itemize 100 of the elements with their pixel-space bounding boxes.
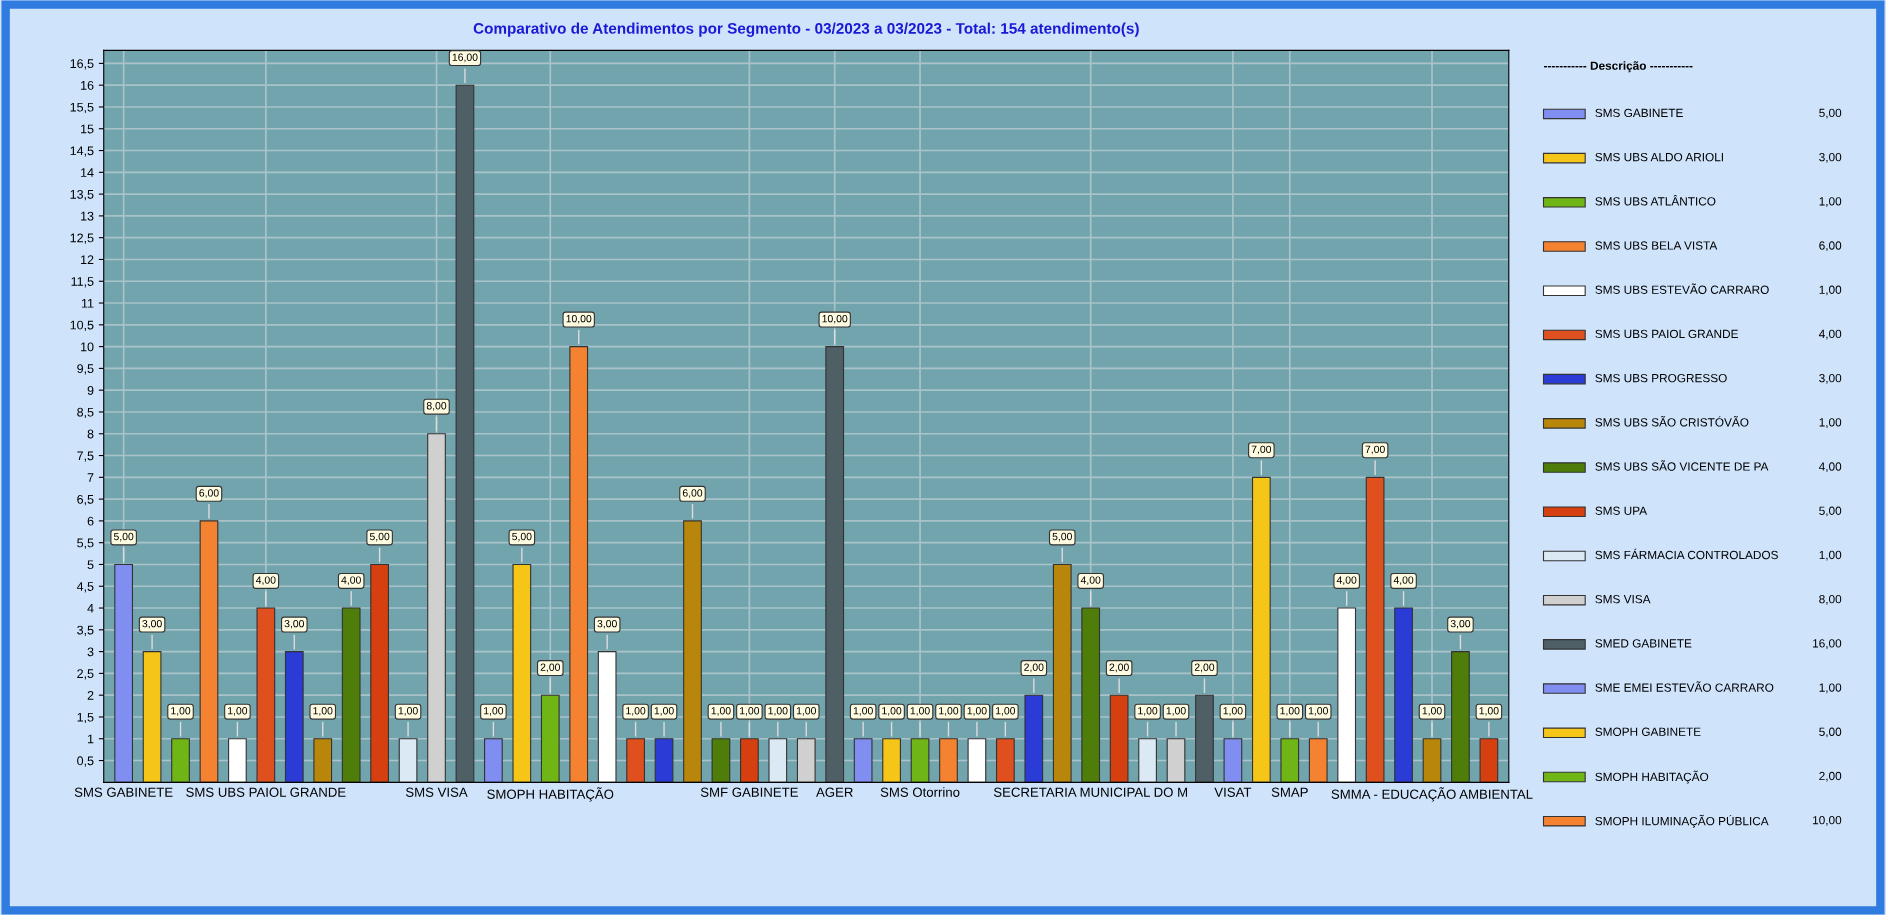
y-tick-label: 16,5 <box>70 59 94 70</box>
y-tick-label: 2 <box>87 690 94 700</box>
bar <box>910 738 930 783</box>
data-label: 1,00 <box>882 707 902 716</box>
bar <box>1081 607 1101 783</box>
data-label: 1,00 <box>1138 707 1158 716</box>
bar <box>1422 738 1442 783</box>
data-label: 3,00 <box>597 619 617 629</box>
bar <box>228 738 247 783</box>
data-label: 6,00 <box>682 489 703 498</box>
text: SMS UBS PAIOL GRANDE <box>1595 329 1738 339</box>
data-label: 10,00 <box>566 314 592 324</box>
bar <box>1365 476 1385 783</box>
data-label: 1,00 <box>171 707 191 716</box>
y-tick-label: 14,5 <box>70 146 94 157</box>
y-tick-label: 7,5 <box>77 451 94 462</box>
text: SMOPH ILUMINAÇÃO PÚBLICA <box>1595 814 1769 828</box>
x-tick-label: SMS GABINETE <box>74 787 173 797</box>
legend-title: ----------- Descrição ----------- <box>1543 61 1693 73</box>
y-tick-label: 5 <box>87 560 94 570</box>
x-tick-label: VISAT <box>1214 787 1252 797</box>
bar <box>171 738 190 783</box>
data-label: 4,00 <box>341 576 361 585</box>
data-label: 1,00 <box>398 707 418 716</box>
y-tick-label: 3,5 <box>77 625 94 636</box>
data-label: 1,00 <box>967 707 987 716</box>
bar <box>1138 738 1157 783</box>
y-tick-label: 9,5 <box>77 364 94 375</box>
data-label: 1,00 <box>1308 707 1328 716</box>
bar <box>1024 694 1044 783</box>
bar <box>284 651 304 783</box>
bar <box>341 607 361 783</box>
x-tick-label: SMMA - EDUCAÇÃO AMBIENTAL <box>1331 787 1533 802</box>
bar <box>768 738 788 783</box>
bar <box>1195 694 1214 783</box>
bar <box>1223 738 1243 783</box>
data-label: 3,00 <box>284 619 305 629</box>
data-label: 1,00 <box>626 707 646 716</box>
bar <box>853 738 873 783</box>
y-tick-label: 13 <box>81 211 94 221</box>
y-tick-label: 4,5 <box>76 582 94 593</box>
y-tick-label: 9 <box>87 385 94 395</box>
data-label: 1,00 <box>654 707 674 716</box>
bar <box>597 651 617 783</box>
bar <box>1109 694 1129 783</box>
data-label: 2,00 <box>1024 663 1044 673</box>
bar <box>427 433 446 783</box>
data-label: 1,00 <box>1479 707 1499 716</box>
y-tick-label: 10,5 <box>70 320 94 331</box>
text: SMS FÁRMACIA CONTROLADOS <box>1595 548 1778 560</box>
x-tick-label: SMAP <box>1271 787 1308 797</box>
y-tick-label: 15,5 <box>70 102 94 114</box>
text: 16,00 <box>1813 639 1842 649</box>
data-label: 1,00 <box>768 707 788 716</box>
bar <box>967 738 987 783</box>
data-label: 4,00 <box>1393 576 1414 585</box>
bar <box>654 738 674 783</box>
x-tick-label: AGER <box>816 787 853 797</box>
x-tick-label: SMS Otorrino <box>880 787 960 797</box>
bar <box>313 738 333 783</box>
y-tick-label: 16 <box>81 80 94 90</box>
data-label: 6,00 <box>199 489 219 498</box>
y-tick-label: 1,5 <box>77 712 94 724</box>
bar <box>199 520 219 783</box>
text: SME EMEI ESTEVÃO CARRARO <box>1595 681 1774 692</box>
data-label: 5,00 <box>113 532 134 542</box>
bar <box>796 738 816 783</box>
y-tick-label: 8 <box>87 429 94 439</box>
text: 1,00 <box>1819 550 1842 561</box>
data-label: 2,00 <box>1109 663 1129 673</box>
bar <box>939 738 958 783</box>
bar <box>1251 476 1271 783</box>
text: 5,00 <box>1819 506 1842 517</box>
bar <box>398 738 418 783</box>
y-tick-label: 7 <box>87 473 94 482</box>
data-label: 1,00 <box>796 707 816 716</box>
data-label: 7,00 <box>1251 445 1272 455</box>
x-tick-label: SECRETARIA MUNICIPAL DO M <box>993 787 1187 797</box>
bar <box>1052 563 1072 783</box>
y-tick-label: 6 <box>87 516 94 526</box>
y-tick-label: 11,5 <box>71 277 94 288</box>
data-label: 1,00 <box>484 707 504 716</box>
bar <box>1451 651 1470 783</box>
data-label: 1,00 <box>313 707 333 716</box>
bar <box>142 651 162 783</box>
y-tick-label: 0,5 <box>77 756 94 767</box>
text: SMOPH HABITAÇÃO <box>1595 770 1709 784</box>
data-label: 7,00 <box>1365 445 1385 455</box>
bar <box>484 738 503 783</box>
text: SMS UBS SÃO CRISTÓVÃO <box>1595 416 1749 427</box>
y-tick-label: 12 <box>81 255 94 264</box>
bar <box>1337 607 1357 783</box>
text: 6,00 <box>1819 241 1842 252</box>
text: SMS UBS ALDO ARIOLI <box>1595 152 1723 162</box>
data-label: 2,00 <box>1194 663 1215 673</box>
text: SMS UBS SÃO VICENTE DE PA <box>1595 460 1769 471</box>
bar <box>114 563 134 783</box>
text: 3,00 <box>1819 373 1842 384</box>
text: SMOPH GABINETE <box>1595 727 1701 736</box>
data-label: 1,00 <box>740 707 760 716</box>
